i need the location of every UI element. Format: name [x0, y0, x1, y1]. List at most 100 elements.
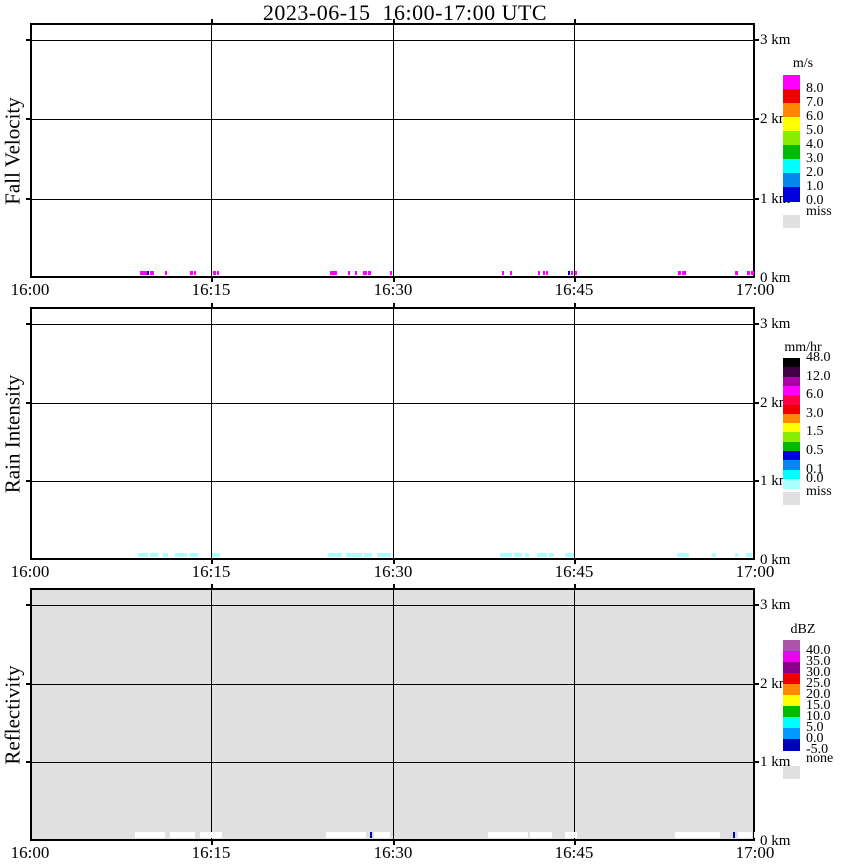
data-speck [682, 271, 686, 275]
km-tick-left [26, 761, 32, 763]
km-label: 1 km [760, 473, 791, 489]
data-speck [370, 832, 372, 838]
colorbar-label: 15.0 [806, 698, 831, 713]
colorbar-label: 48.0 [806, 350, 831, 365]
colorbar-missing-label: miss [806, 484, 832, 499]
time-tick-bottom [211, 558, 213, 564]
x-tick-label: 16:15 [191, 843, 231, 862]
colorbar-block [783, 75, 800, 90]
data-speck [565, 553, 574, 557]
data-speck [368, 271, 371, 275]
km-tick-left [26, 39, 32, 41]
data-speck [200, 832, 212, 838]
data-speck [326, 832, 366, 838]
data-speck [712, 553, 716, 557]
km-label: 3 km [760, 32, 791, 48]
data-speck [500, 553, 512, 557]
colorbar-units: mm/hr [784, 340, 822, 355]
km-gridline [32, 481, 753, 482]
time-tick-top [393, 19, 395, 25]
colorbar-label: 6.0 [806, 387, 824, 403]
colorbar-missing-label: none [806, 751, 834, 766]
colorbar-missing-block [783, 215, 800, 228]
time-tick-top [211, 19, 213, 25]
colorbar-label: 5.0 [806, 123, 824, 138]
data-speck [488, 832, 528, 838]
colorbar-block [783, 673, 800, 685]
colorbar-label: 5.0 [806, 720, 824, 735]
data-speck [175, 553, 187, 557]
time-gridline [211, 590, 212, 839]
x-tick-label: 16:00 [10, 280, 50, 299]
colorbar-label: 3.0 [806, 151, 824, 166]
x-tick-label: 16:00 [10, 562, 50, 581]
colorbar-block [783, 159, 800, 174]
data-speck [377, 553, 391, 557]
time-tick-top [211, 303, 213, 309]
colorbar-label: 0.5 [806, 443, 824, 458]
colorbar-block [783, 640, 800, 652]
km-gridline [32, 762, 753, 763]
colorbar-label: 10.0 [806, 709, 831, 724]
km-tick-right [753, 480, 759, 482]
data-speck [538, 271, 540, 275]
km-tick-right [753, 761, 759, 763]
data-speck [514, 553, 522, 557]
y-axis-title-fall-velocity: Fall Velocity [0, 96, 25, 205]
time-tick-top [211, 584, 213, 590]
x-tick-label: 17:00 [735, 562, 775, 581]
panel-rain-intensity: Rain Intensity 3 km 2 km 1 km 0 km 16:00 16:1… [0, 303, 850, 580]
data-speck [163, 553, 168, 557]
colorbar-label: 25.0 [806, 676, 831, 691]
time-tick-bottom [211, 276, 213, 282]
data-speck [170, 832, 195, 838]
data-speck [328, 553, 342, 557]
time-gridline [211, 25, 212, 276]
colorbar-missing-block [783, 766, 800, 779]
data-speck [735, 271, 738, 275]
km-tick-left [26, 323, 32, 325]
time-tick-top [393, 584, 395, 590]
colorbar-block [783, 187, 800, 202]
page-title: 2023-06-15 16:00-17:00 UTC [262, 0, 548, 25]
x-tick-label: 16:15 [191, 280, 231, 299]
x-tick-label: 16:30 [373, 843, 413, 862]
km-tick-right [753, 198, 759, 200]
data-speck [165, 271, 167, 275]
time-tick-bottom [393, 276, 395, 282]
x-tick-label: 16:30 [373, 280, 413, 299]
colorbar-label: 0.0 [806, 731, 824, 746]
km-label: 1 km [760, 754, 791, 770]
time-tick-bottom [393, 558, 395, 564]
km-tick-left [26, 604, 32, 606]
data-speck [537, 553, 547, 557]
colorbar-label: 3.0 [806, 405, 824, 421]
km-tick-right [753, 683, 759, 685]
colorbar-block [783, 432, 800, 443]
y-axis-title-rain-intensity: Rain Intensity [0, 374, 25, 493]
km-gridline [32, 119, 753, 120]
km-tick-right [753, 402, 759, 404]
colorbar-label: 4.0 [806, 137, 824, 152]
data-speck [746, 553, 752, 557]
colorbar-block [783, 413, 800, 424]
colorbar-label: 0.1 [806, 461, 824, 477]
data-speck [364, 553, 372, 557]
km-label: 2 km [760, 111, 791, 127]
time-gridline [393, 25, 394, 276]
data-speck [502, 271, 504, 275]
km-label: 0 km [760, 833, 791, 849]
data-speck [138, 553, 148, 557]
data-speck [213, 271, 216, 275]
colorbar-block [783, 173, 800, 188]
time-gridline [574, 590, 575, 839]
data-speck [738, 832, 752, 838]
colorbar-label: -5.0 [806, 742, 829, 757]
colorbar-label: 6.0 [806, 109, 824, 124]
plot-area-rain-intensity [26, 303, 759, 564]
x-tick-label: 17:00 [735, 843, 775, 862]
colorbar-label: 30.0 [806, 665, 831, 680]
plot-area-fall-velocity [26, 19, 759, 282]
data-speck [330, 271, 337, 275]
